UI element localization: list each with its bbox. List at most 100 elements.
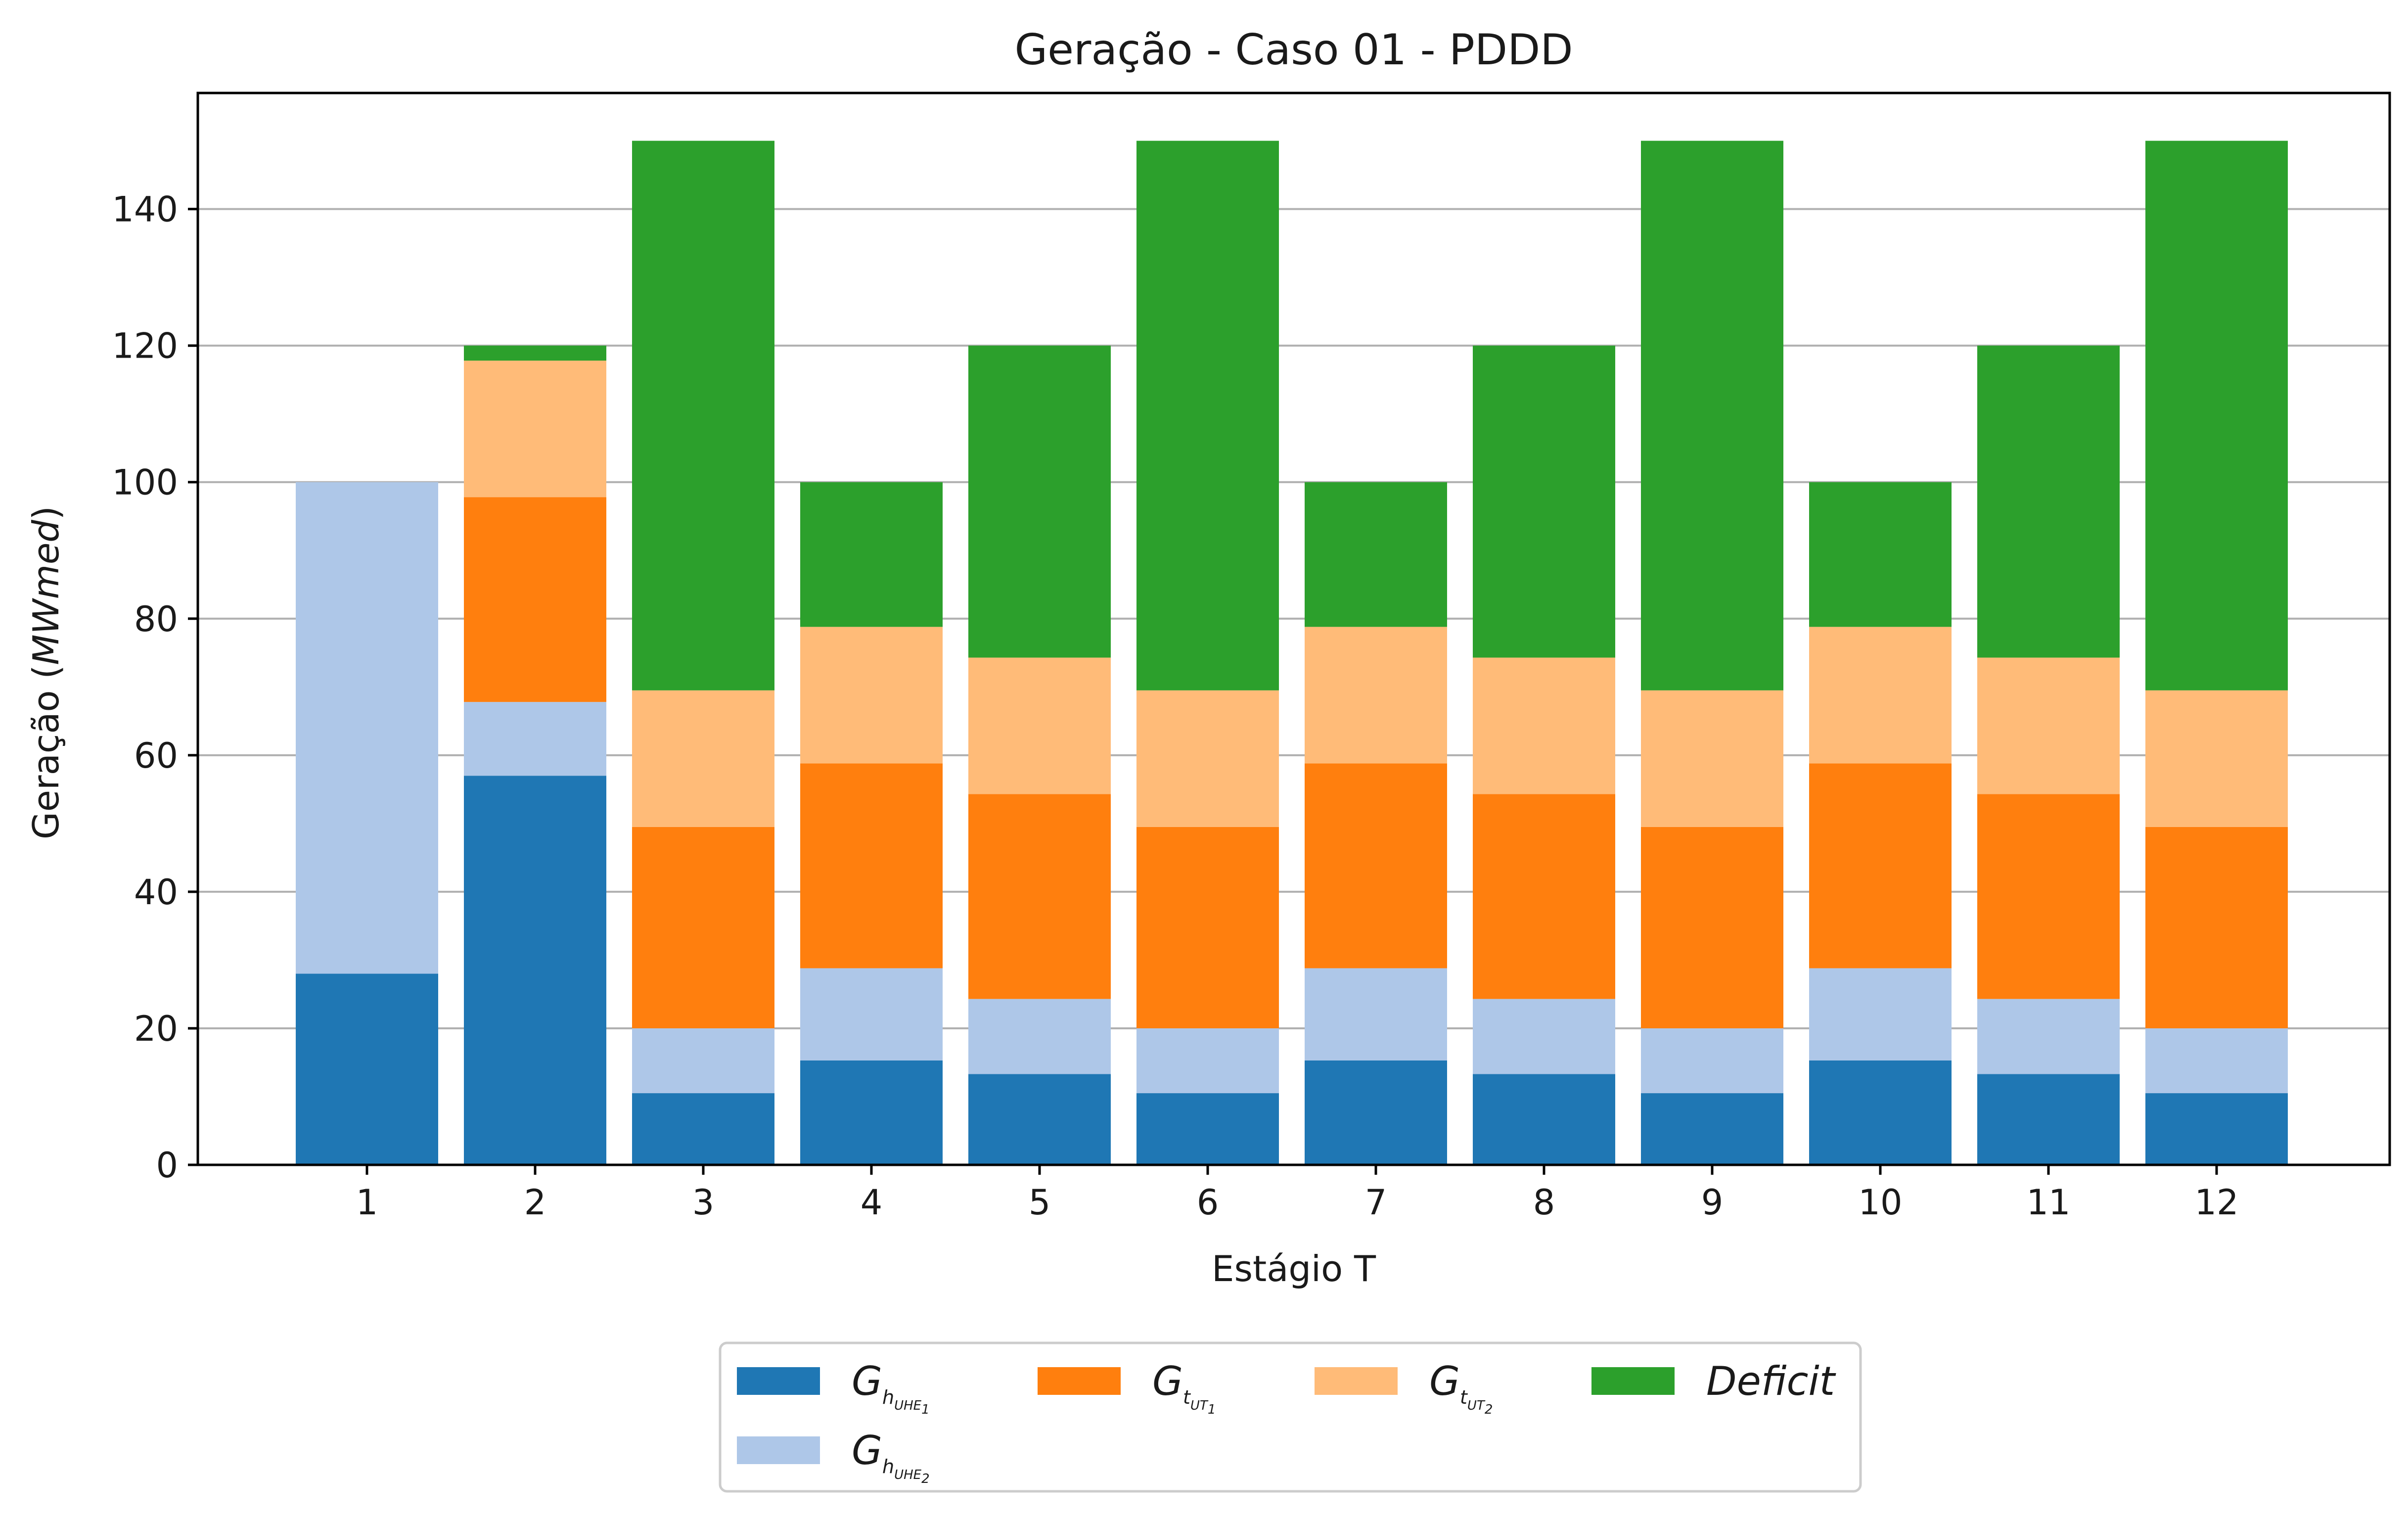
bar-segment-uhe1-12 — [2145, 1093, 2288, 1165]
legend-label: GtUT1 — [1152, 1358, 1216, 1417]
y-axis-ticks: 0 20 40 60 80 100 120 140 — [112, 189, 198, 1186]
y-tick-label: 140 — [112, 189, 178, 230]
y-tick-label: 120 — [112, 326, 178, 367]
bar-segment-uhe1-11 — [1977, 1074, 2120, 1165]
bar-segment-deficit-2 — [464, 345, 606, 361]
legend-item-uhe2: GhUHE2 — [737, 1428, 930, 1486]
bar-segment-ut1-9 — [1641, 827, 1783, 1028]
bar-segment-uhe2-8 — [1473, 999, 1615, 1074]
legend-label: GtUT2 — [1429, 1358, 1493, 1417]
bar-segment-uhe1-5 — [968, 1074, 1111, 1165]
x-tick-label: 1 — [356, 1182, 378, 1223]
y-axis-label-suffix: ) — [25, 506, 67, 520]
bar-segment-ut1-2 — [464, 497, 606, 702]
y-tick-label: 100 — [112, 462, 178, 503]
bar-segment-deficit-7 — [1305, 482, 1447, 627]
legend-swatch — [1315, 1367, 1398, 1395]
bar-segment-uhe2-4 — [800, 968, 943, 1060]
bar-segment-ut2-6 — [1136, 690, 1279, 827]
bar-segment-uhe1-4 — [800, 1060, 943, 1165]
y-tick-label: 60 — [134, 736, 178, 776]
legend-item-uhe1: GhUHE1 — [737, 1358, 930, 1417]
y-axis-label-unit: MWmed — [25, 519, 67, 665]
bar-segment-uhe1-8 — [1473, 1074, 1615, 1165]
x-tick-label: 8 — [1533, 1182, 1555, 1223]
bar-segment-uhe2-11 — [1977, 999, 2120, 1074]
bar-segment-uhe2-1 — [296, 482, 438, 974]
y-tick-label: 40 — [134, 872, 178, 913]
bar-segment-ut1-8 — [1473, 794, 1615, 999]
bar-segment-ut1-12 — [2145, 827, 2288, 1028]
bar-segment-deficit-3 — [632, 140, 774, 691]
bar-segment-uhe1-3 — [632, 1093, 774, 1165]
x-axis-ticks: 1 2 3 4 5 6 7 8 9 10 11 12 — [356, 1165, 2239, 1223]
bar-segment-deficit-4 — [800, 482, 943, 627]
x-tick-label: 10 — [1858, 1182, 1902, 1223]
bar-segment-ut2-4 — [800, 627, 943, 764]
legend-label: Deficit — [1706, 1358, 1836, 1404]
legend-frame — [719, 1341, 1862, 1493]
x-tick-label: 2 — [524, 1182, 546, 1223]
y-tick-label: 0 — [156, 1145, 178, 1186]
legend-swatch — [737, 1367, 820, 1395]
chart-title: Geração - Caso 01 - PDDD — [1014, 25, 1573, 75]
bar-segment-ut2-5 — [968, 657, 1111, 794]
bar-segment-uhe2-2 — [464, 702, 606, 776]
bar-segment-ut1-3 — [632, 827, 774, 1028]
bar-segment-uhe1-6 — [1136, 1093, 1279, 1165]
plot-area-frame — [196, 92, 2391, 1166]
bar-segment-ut2-2 — [464, 361, 606, 498]
legend-item-ut1: GtUT1 — [1038, 1358, 1216, 1417]
bar-segment-uhe1-7 — [1305, 1060, 1447, 1165]
bar-segment-uhe2-10 — [1809, 968, 1952, 1060]
x-tick-label: 9 — [1701, 1182, 1724, 1223]
x-tick-label: 3 — [692, 1182, 715, 1223]
bar-segment-deficit-10 — [1809, 482, 1952, 627]
bar-segment-ut1-4 — [800, 763, 943, 968]
bar-segment-ut1-6 — [1136, 827, 1279, 1028]
legend-item-ut2: GtUT2 — [1315, 1358, 1493, 1417]
bar-segment-uhe1-1 — [296, 973, 438, 1165]
bar-segment-ut1-5 — [968, 794, 1111, 999]
bar-segment-ut2-8 — [1473, 657, 1615, 794]
legend-swatch — [1591, 1367, 1675, 1395]
bar-segment-uhe2-7 — [1305, 968, 1447, 1060]
bar-segment-ut2-10 — [1809, 627, 1952, 764]
bar-segment-ut1-11 — [1977, 794, 2120, 999]
bar-segment-ut2-12 — [2145, 690, 2288, 827]
x-tick-label: 7 — [1365, 1182, 1387, 1223]
bar-segment-deficit-6 — [1136, 140, 1279, 691]
bar-segment-deficit-8 — [1473, 345, 1615, 658]
y-axis-label-prefix: Geração ( — [25, 665, 67, 840]
bar-segment-ut1-10 — [1809, 763, 1952, 968]
x-tick-label: 6 — [1197, 1182, 1219, 1223]
legend-label: GhUHE2 — [852, 1428, 930, 1486]
bar-segment-deficit-11 — [1977, 345, 2120, 658]
bar-segment-deficit-9 — [1641, 140, 1783, 691]
x-tick-label: 5 — [1029, 1182, 1051, 1223]
bar-segment-uhe2-3 — [632, 1028, 774, 1094]
bar-segment-uhe2-6 — [1136, 1028, 1279, 1094]
legend-swatch — [737, 1436, 820, 1464]
x-tick-label: 11 — [2026, 1182, 2070, 1223]
bar-segment-ut2-7 — [1305, 627, 1447, 764]
bar-segment-uhe1-2 — [464, 776, 606, 1165]
bar-segment-deficit-12 — [2145, 140, 2288, 691]
bar-segment-ut2-11 — [1977, 657, 2120, 794]
legend-label: GhUHE1 — [852, 1358, 930, 1417]
x-tick-label: 12 — [2194, 1182, 2238, 1223]
bar-segment-ut2-3 — [632, 690, 774, 827]
chart-legend: GhUHE1 GtUT1 GtUT2 Deficit GhUHE2 — [719, 1341, 1862, 1493]
y-axis-label: Geração (MWmed) — [25, 506, 67, 839]
bar-segment-uhe2-5 — [968, 999, 1111, 1074]
bar-segment-uhe1-10 — [1809, 1060, 1952, 1165]
bar-segment-uhe2-9 — [1641, 1028, 1783, 1094]
bar-segment-ut1-7 — [1305, 763, 1447, 968]
x-axis-label: Estágio T — [1212, 1248, 1376, 1290]
bar-segment-deficit-5 — [968, 345, 1111, 658]
y-tick-label: 80 — [134, 599, 178, 640]
legend-item-deficit: Deficit — [1591, 1358, 1836, 1404]
y-tick-label: 20 — [134, 1009, 178, 1049]
legend-swatch — [1038, 1367, 1121, 1395]
